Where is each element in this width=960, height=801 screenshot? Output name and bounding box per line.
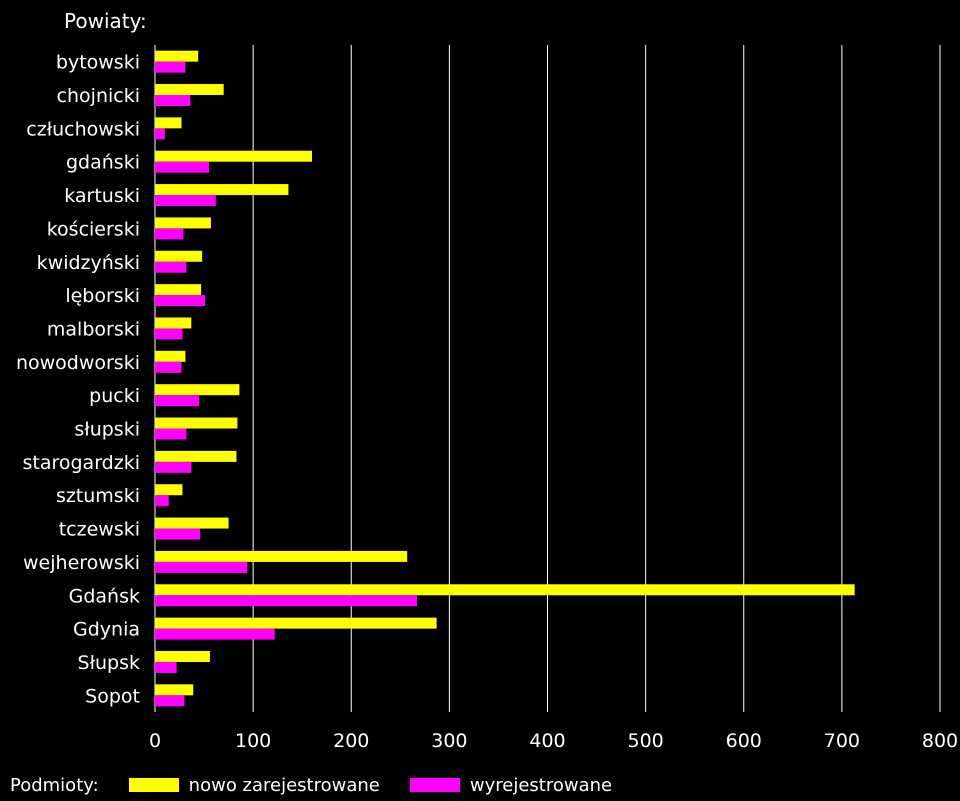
x-tick-label-400: 400 [529,730,565,752]
bar-wyrej-18 [155,661,177,673]
legend-swatch-nowo [128,778,179,792]
category-label-5: kościerski [47,218,140,240]
x-tick-label-0: 0 [149,730,161,752]
bar-wyrej-6 [155,261,187,273]
category-label-19: Sopot [85,685,140,707]
bar-wyrej-12 [155,461,192,473]
x-tick-label-300: 300 [431,730,467,752]
legend-item-nowo: nowo zarejestrowane [128,774,380,796]
bar-wyrej-16 [155,595,417,607]
category-label-13: sztumski [56,485,140,507]
bar-wyrej-7 [155,295,206,307]
bar-wyrej-10 [155,395,200,407]
legend-item-wyrej: wyrejestrowane [409,774,613,796]
legend-swatch-wyrej [409,778,460,792]
x-tick-label-800: 800 [922,730,958,752]
x-tick-label-700: 700 [824,730,860,752]
category-label-14: tczewski [59,519,140,541]
bar-nowo-15 [155,550,408,562]
bar-wyrej-2 [155,128,165,140]
category-label-7: lęborski [65,285,140,307]
category-label-16: Gdańsk [69,585,140,607]
bar-wyrej-15 [155,561,248,573]
category-label-9: nowodworski [16,352,140,374]
x-tick-label-500: 500 [627,730,663,752]
category-label-3: gdański [66,152,140,174]
bar-nowo-9 [155,350,186,362]
category-label-1: chojnicki [57,85,140,107]
bar-nowo-19 [155,684,194,696]
bar-nowo-4 [155,184,289,196]
bar-wyrej-0 [155,61,186,73]
bar-nowo-1 [155,84,224,96]
legend-title: Podmioty: [10,774,99,796]
category-label-15: wejherowski [23,552,140,574]
bar-nowo-0 [155,50,199,62]
bar-nowo-12 [155,450,237,462]
x-tick-label-600: 600 [726,730,762,752]
bar-wyrej-8 [155,328,183,340]
bar-nowo-17 [155,617,437,629]
bar-nowo-18 [155,650,210,662]
category-label-11: słupski [74,419,140,441]
bar-nowo-3 [155,150,312,162]
bar-nowo-14 [155,517,229,529]
bar-wyrej-17 [155,628,275,640]
bar-nowo-16 [155,584,855,596]
bar-nowo-10 [155,384,240,396]
bar-wyrej-5 [155,228,184,240]
bars [155,50,855,707]
bar-nowo-13 [155,484,183,496]
bar-wyrej-11 [155,428,187,440]
x-tick-label-100: 100 [235,730,271,752]
category-label-4: kartuski [64,185,140,207]
category-label-12: starogardzki [22,452,140,474]
bar-nowo-7 [155,284,202,296]
bar-wyrej-13 [155,495,169,507]
bar-wyrej-3 [155,161,209,173]
category-labels: bytowski chojnicki człuchowski gdański kartu… [16,52,140,708]
bar-wyrej-1 [155,95,191,107]
bar-wyrej-14 [155,528,201,540]
grid-lines [154,45,941,712]
bar-nowo-8 [155,317,192,329]
category-label-18: Słupsk [78,652,140,674]
bar-wyrej-9 [155,361,182,373]
category-label-17: Gdynia [73,619,140,641]
category-label-0: bytowski [56,52,140,74]
bar-wyrej-19 [155,695,185,707]
legend-label-nowo: nowo zarejestrowane [188,774,380,796]
x-tick-label-200: 200 [333,730,369,752]
bar-nowo-2 [155,117,182,129]
bar-wyrej-4 [155,195,216,207]
category-label-8: malborski [47,318,140,340]
x-tick-labels: 0 100 200 300 400 500 600 700 800 [149,730,958,752]
bar-nowo-5 [155,217,211,229]
legend-label-wyrej: wyrejestrowane [469,774,613,796]
category-label-2: człuchowski [26,118,140,140]
bar-nowo-11 [155,417,238,429]
y-axis-title: Powiaty: [64,9,147,33]
category-label-6: kwidzyński [37,252,140,274]
bar-nowo-6 [155,250,203,262]
category-label-10: pucki [89,385,140,407]
legend: Podmioty: nowo zarejestrowane wyrejestro… [10,771,642,799]
